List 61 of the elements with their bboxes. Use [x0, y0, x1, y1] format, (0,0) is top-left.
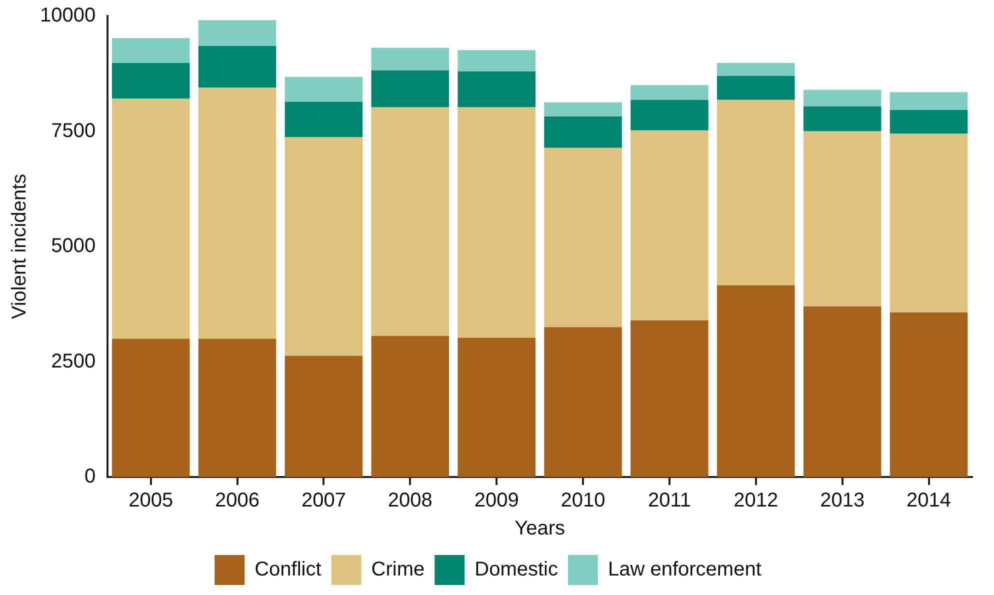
bar: [544, 148, 622, 328]
y-tick-label: 0: [84, 466, 96, 488]
bar: [112, 38, 190, 64]
bar: [717, 76, 795, 100]
bar: [630, 100, 708, 130]
bar: [890, 134, 968, 312]
bar: [717, 100, 795, 286]
x-tick-label: 2009: [474, 490, 519, 512]
bar: [544, 102, 622, 116]
bar: [803, 306, 882, 477]
legend-label: Crime: [371, 558, 425, 581]
bar: [371, 48, 450, 70]
bar: [198, 338, 276, 477]
bar: [371, 70, 450, 108]
bar: [198, 87, 276, 339]
legend-label: Law enforcement: [608, 558, 762, 581]
bar: [458, 107, 536, 338]
bar: [890, 312, 968, 477]
bar: [890, 110, 968, 134]
x-tick-label: 2010: [560, 490, 606, 512]
bar: [717, 285, 795, 477]
x-tick-label: 2007: [301, 490, 346, 512]
bar: [371, 107, 450, 336]
y-tick-label: 7500: [51, 120, 96, 142]
bar: [284, 356, 363, 477]
bar: [112, 63, 190, 99]
x-tick-label: 2008: [388, 490, 432, 512]
y-tick-label: 5000: [51, 235, 96, 258]
x-axis-title: Years: [514, 518, 566, 540]
bar: [717, 63, 795, 76]
x-tick-label: 2006: [215, 490, 260, 512]
bar: [630, 85, 708, 100]
legend-label: Conflict: [254, 558, 322, 581]
bar: [112, 98, 190, 339]
bar: [458, 71, 536, 108]
bar: [630, 320, 708, 477]
y-axis-title: Violent incidents: [8, 174, 31, 320]
x-tick-label: 2011: [648, 490, 691, 512]
bar: [198, 20, 276, 46]
bar: [630, 130, 708, 320]
bar: [803, 131, 882, 306]
bar: [458, 50, 536, 72]
x-tick-label: 2005: [128, 490, 174, 512]
bar: [803, 106, 882, 132]
bar: [284, 137, 363, 356]
bar: [890, 92, 968, 110]
x-tick-label: 2014: [906, 490, 952, 512]
legend-label: Domestic: [474, 558, 558, 581]
x-tick-label: 2013: [820, 490, 865, 512]
bar: [198, 46, 276, 88]
bar: [371, 336, 450, 477]
bar: [544, 327, 622, 477]
bar: [544, 116, 622, 148]
y-tick-label: 10000: [40, 4, 96, 27]
bar: [284, 76, 363, 102]
bar: [112, 338, 190, 477]
y-tick-label: 2500: [51, 350, 96, 372]
bar: [284, 102, 363, 138]
bar: [803, 90, 882, 106]
bar: [458, 338, 536, 477]
x-tick-label: 2012: [734, 490, 778, 512]
